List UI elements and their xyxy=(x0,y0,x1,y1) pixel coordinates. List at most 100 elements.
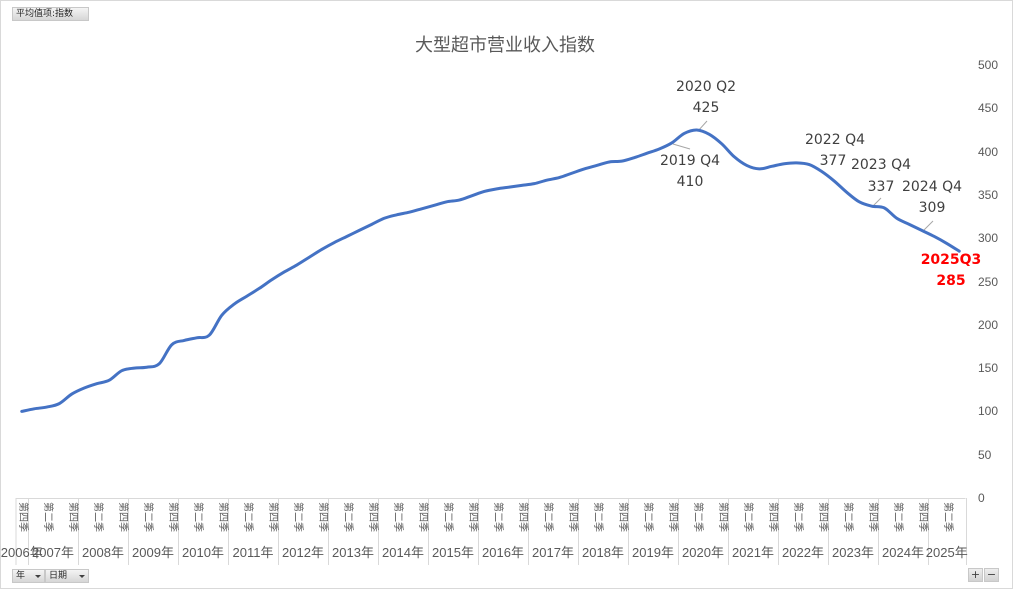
x-tick-year-label: 2006年 xyxy=(0,545,43,560)
x-tick-quarter-label: 第二季 xyxy=(391,502,403,532)
leader-line xyxy=(672,143,691,150)
x-tick-quarter-label: 第二季 xyxy=(441,502,453,532)
y-tick-label: 100 xyxy=(978,404,999,419)
data-label-value: 285 xyxy=(936,273,966,289)
y-tick-label: 0 xyxy=(978,491,985,505)
x-tick-year-label: 2020年 xyxy=(682,545,724,560)
data-label-category: 2023 Q4 xyxy=(850,157,912,173)
data-label-category: 2022 Q4 xyxy=(804,132,866,148)
x-tick-quarter-label: 第二季 xyxy=(91,502,103,532)
series-line xyxy=(20,128,961,413)
x-tick-quarter-label: 第四季 xyxy=(266,502,278,532)
x-tick-quarter-label: 第四季 xyxy=(66,502,78,532)
data-label-value: 377 xyxy=(819,153,847,169)
y-tick-label: 500 xyxy=(978,58,999,72)
x-tick-quarter-label: 第二季 xyxy=(741,502,753,532)
x-tick-quarter-label: 第四季 xyxy=(216,502,228,532)
leader-line xyxy=(922,220,934,232)
data-label-category: 2025Q3 xyxy=(920,252,982,268)
y-tick-label: 200 xyxy=(978,317,999,332)
dropdown-arrow-icon xyxy=(79,574,85,578)
x-tick-year-label: 2007年 xyxy=(32,545,74,560)
x-tick-quarter-label: 第四季 xyxy=(866,502,878,532)
y-tick-label: 150 xyxy=(978,361,999,376)
x-tick-year-label: 2015年 xyxy=(432,545,474,560)
y-tick-label: 350 xyxy=(978,187,999,202)
y-tick-label: 400 xyxy=(978,144,999,159)
dropdown-arrow-icon xyxy=(35,574,41,578)
x-tick-quarter-label: 第四季 xyxy=(716,502,728,532)
y-tick-label: 250 xyxy=(978,274,999,289)
x-tick-year-label: 2025年 xyxy=(925,545,968,560)
x-tick-quarter-label: 第四季 xyxy=(816,502,828,532)
x-tick-year-label: 2012年 xyxy=(282,545,324,560)
x-tick-year-label: 2009年 xyxy=(132,545,174,560)
x-axis-lines xyxy=(15,498,967,565)
axis-field-button-date[interactable]: 日期 xyxy=(45,569,89,583)
data-label-value: 410 xyxy=(676,174,704,190)
y-tick-label: 450 xyxy=(978,101,999,116)
x-tick-quarter-label: 第二季 xyxy=(841,502,853,532)
x-tick-quarter-label: 第四季 xyxy=(666,502,678,532)
x-tick-year-label: 2008年 xyxy=(82,545,124,560)
axis-field-label: 日期 xyxy=(49,571,68,581)
x-tick-quarter-label: 第二季 xyxy=(241,502,253,532)
x-tick-quarter-label: 第四季 xyxy=(366,502,378,532)
expand-field-button[interactable]: + xyxy=(968,568,983,582)
value-field-label: 平均值项:指数 xyxy=(16,9,74,19)
x-tick-quarter-label: 第二季 xyxy=(791,502,803,532)
chart-title: 大型超市营业收入指数 xyxy=(415,35,595,56)
x-tick-year-label: 2022年 xyxy=(782,545,824,560)
x-tick-year-label: 2021年 xyxy=(732,545,774,560)
x-tick-year-label: 2023年 xyxy=(832,545,874,560)
x-tick-year-label: 2010年 xyxy=(182,545,224,560)
x-tick-quarter-label: 第四季 xyxy=(766,502,778,532)
x-tick-year-label: 2013年 xyxy=(332,545,374,560)
x-tick-year-label: 2011年 xyxy=(232,545,274,560)
data-label-category: 2019 Q4 xyxy=(659,153,721,169)
data-label-category: 2024 Q4 xyxy=(901,179,963,195)
y-tick-label: 300 xyxy=(978,231,999,246)
x-tick-quarter-label: 第二季 xyxy=(491,502,503,532)
data-label-category: 2020 Q2 xyxy=(675,79,737,95)
x-tick-quarter-label: 第四季 xyxy=(916,502,928,532)
x-tick-quarter-label: 第四季 xyxy=(16,502,28,532)
x-tick-year-label: 2016年 xyxy=(482,545,524,560)
x-tick-quarter-label: 第四季 xyxy=(116,502,128,532)
x-tick-year-label: 2018年 xyxy=(582,545,624,560)
x-tick-quarter-label: 第二季 xyxy=(341,502,353,532)
minus-icon: − xyxy=(986,568,997,581)
x-tick-year-label: 2024年 xyxy=(882,545,924,560)
x-tick-quarter-label: 第二季 xyxy=(141,502,153,532)
x-tick-quarter-label: 第二季 xyxy=(691,502,703,532)
axis-field-label: 年 xyxy=(16,571,26,581)
x-tick-quarter-label: 第二季 xyxy=(591,502,603,532)
data-label-value: 425 xyxy=(692,100,720,116)
x-tick-quarter-label: 第四季 xyxy=(566,502,578,532)
x-tick-quarter-label: 第四季 xyxy=(466,502,478,532)
x-tick-quarter-label: 第四季 xyxy=(316,502,328,532)
x-tick-quarter-label: 第二季 xyxy=(891,502,903,532)
data-label-value: 309 xyxy=(918,200,946,216)
x-tick-year-label: 2019年 xyxy=(632,545,674,560)
x-tick-quarter-label: 第二季 xyxy=(641,502,653,532)
x-tick-quarter-label: 第二季 xyxy=(941,502,953,532)
plus-icon: + xyxy=(970,568,981,581)
x-tick-quarter-label: 第二季 xyxy=(41,502,53,532)
x-tick-quarter-label: 第四季 xyxy=(166,502,178,532)
collapse-field-button[interactable]: − xyxy=(984,568,999,582)
x-tick-year-label: 2017年 xyxy=(532,545,574,560)
x-tick-quarter-label: 第二季 xyxy=(191,502,203,532)
axis-field-button-year[interactable]: 年 xyxy=(12,569,45,583)
x-tick-quarter-label: 第二季 xyxy=(541,502,553,532)
x-tick-quarter-label: 第四季 xyxy=(516,502,528,532)
y-tick-label: 50 xyxy=(978,447,992,462)
x-tick-quarter-label: 第四季 xyxy=(616,502,628,532)
x-tick-quarter-label: 第四季 xyxy=(416,502,428,532)
value-field-button[interactable]: 平均值项:指数 xyxy=(12,7,89,21)
x-tick-quarter-label: 第二季 xyxy=(291,502,303,532)
x-tick-year-label: 2014年 xyxy=(382,545,424,560)
data-label-value: 337 xyxy=(867,179,895,195)
